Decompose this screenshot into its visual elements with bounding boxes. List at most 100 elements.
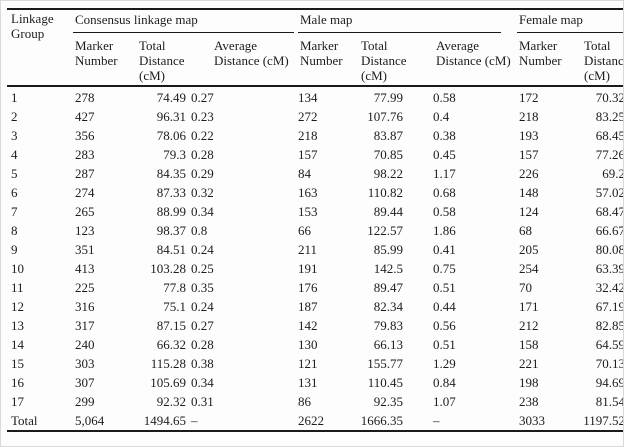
header-bottom-rule — [7, 85, 623, 87]
table-cell: 57.02 — [595, 185, 624, 200]
table-cell: 351 — [75, 242, 95, 257]
table-cell: 0.84 — [433, 375, 456, 390]
table-cell: 221 — [519, 356, 539, 371]
consensus-spanner-rule — [73, 32, 294, 33]
table-cell: 66.13 — [373, 337, 403, 352]
table-cell: 171 — [519, 299, 539, 314]
table-cell: 85.99 — [373, 242, 403, 257]
table-cell: 98.37 — [156, 223, 186, 238]
table-cell: 86 — [298, 394, 311, 409]
table-cell: 317 — [75, 318, 95, 333]
table-cell: 82.34 — [373, 299, 403, 314]
table-cell: 110.82 — [367, 185, 403, 200]
table-cell: 0.41 — [433, 242, 456, 257]
table-cell: 0.25 — [191, 261, 214, 276]
table-cell: 172 — [519, 90, 539, 105]
female-spanner-rule — [517, 32, 623, 33]
table-cell: 0.58 — [433, 90, 456, 105]
table-cell: 226 — [519, 166, 539, 181]
table-cell: 187 — [298, 299, 318, 314]
table-cell: 92.35 — [373, 394, 403, 409]
table-row: 6 274 87.33 0.32 163 110.82 0.68 148 57.02 — [1, 183, 624, 202]
table-cell: 92.32 — [156, 394, 186, 409]
table-cell: 205 — [519, 242, 539, 257]
table-cell: 122.57 — [367, 223, 403, 238]
table-cell: 157 — [519, 147, 539, 162]
table-cell: 2622 — [298, 413, 324, 428]
table-row: 5 287 84.35 0.29 84 98.22 1.17 226 69.2 — [1, 164, 624, 183]
table-cell: 1.07 — [433, 394, 456, 409]
top-rule — [7, 8, 623, 10]
table-cell: 0.24 — [191, 242, 214, 257]
table-cell: 70 — [519, 280, 532, 295]
table-cell: 0.32 — [191, 185, 214, 200]
table-cell: 69.2 — [602, 166, 624, 181]
table-cell: 124 — [519, 204, 539, 219]
table-cell: 70.32 — [595, 90, 624, 105]
table-cell: 198 — [519, 375, 539, 390]
table-cell: 74.49 — [156, 90, 186, 105]
table-cell: 5,064 — [75, 413, 105, 428]
table-cell: 75.1 — [163, 299, 186, 314]
table-cell: 283 — [75, 147, 95, 162]
table-cell: 193 — [519, 128, 539, 143]
table-cell: 89.44 — [373, 204, 403, 219]
table-cell: 0.34 — [191, 375, 214, 390]
table-row: 12 316 75.1 0.24 187 82.34 0.44 171 67.19 — [1, 297, 624, 316]
table-cell: 67.19 — [595, 299, 624, 314]
column-header-female-marker-number: Marker Number — [519, 38, 562, 68]
table-cell: 211 — [298, 242, 318, 257]
table-cell: 4 — [11, 147, 18, 162]
table-row: 14 240 66.32 0.28 130 66.13 0.51 158 64.59 — [1, 335, 624, 354]
table-cell: 6 — [11, 185, 18, 200]
table-cell: 115.28 — [150, 356, 186, 371]
table-cell: 130 — [298, 337, 318, 352]
table-cell: 107.76 — [367, 109, 403, 124]
table-cell: 79.83 — [373, 318, 403, 333]
table-cell: 0.45 — [433, 147, 456, 162]
table-cell: 0.28 — [191, 147, 214, 162]
table-cell: Total — [11, 413, 38, 428]
table-cell: 148 — [519, 185, 539, 200]
table-row: 1 278 74.49 0.27 134 77.99 0.58 172 70.32 — [1, 88, 624, 107]
table-cell: 63.39 — [595, 261, 624, 276]
table-cell: 0.22 — [191, 128, 214, 143]
table-cell: 238 — [519, 394, 539, 409]
table-cell: 105.69 — [150, 375, 186, 390]
table-cell: 12 — [11, 299, 24, 314]
table-cell: 212 — [519, 318, 539, 333]
table-cell: 1666.35 — [360, 413, 403, 428]
table-cell: 78.06 — [156, 128, 186, 143]
table-cell: 68.47 — [595, 204, 624, 219]
table-cell: 94.69 — [595, 375, 624, 390]
table-cell: 0.24 — [191, 299, 214, 314]
table-row: 13 317 87.15 0.27 142 79.83 0.56 212 82.85 — [1, 316, 623, 335]
table-cell: 134 — [298, 90, 318, 105]
column-header-consensus-total-distance: Total Distance (cM) — [139, 38, 185, 83]
table-cell: 131 — [298, 375, 318, 390]
table-cell: 218 — [519, 109, 539, 124]
table-row: 2 427 96.31 0.23 272 107.76 0.4 218 83.25 — [1, 107, 623, 126]
table-body: 1 278 74.49 0.27 134 77.99 0.58 172 70.32 2 427 96.… — [1, 88, 624, 430]
table-cell: 66.67 — [595, 223, 624, 238]
table-cell: 287 — [75, 166, 95, 181]
table-cell: 84 — [298, 166, 311, 181]
table-cell: 64.59 — [595, 337, 624, 352]
table-row: Total 5,064 1494.65–2622 1666.35–3033 1197.5… — [1, 411, 623, 430]
table-cell: 191 — [298, 261, 318, 276]
table-row: 9 351 84.51 0.24 211 85.99 0.41 205 80.08 — [1, 240, 624, 259]
table-cell: 14 — [11, 337, 24, 352]
table-cell: 0.29 — [191, 166, 214, 181]
bottom-rule — [7, 430, 623, 432]
table-cell: 81.54 — [595, 394, 624, 409]
table-cell: 84.51 — [156, 242, 186, 257]
table-cell: 254 — [519, 261, 539, 276]
table-cell: 80.08 — [595, 242, 624, 257]
table-cell: 142.5 — [373, 261, 403, 276]
table-row: 8 123 98.37 0.8 66 122.57 1.86 68 66.67 — [1, 221, 624, 240]
table-cell: 79.3 — [163, 147, 186, 162]
table-cell: 278 — [75, 90, 95, 105]
table-row: 3 356 78.06 0.22 218 83.87 0.38 193 68.45 — [1, 126, 623, 145]
table-cell: 89.47 — [373, 280, 403, 295]
table-row: 4 283 79.3 0.28 157 70.85 0.45 157 77.26 — [1, 145, 623, 164]
